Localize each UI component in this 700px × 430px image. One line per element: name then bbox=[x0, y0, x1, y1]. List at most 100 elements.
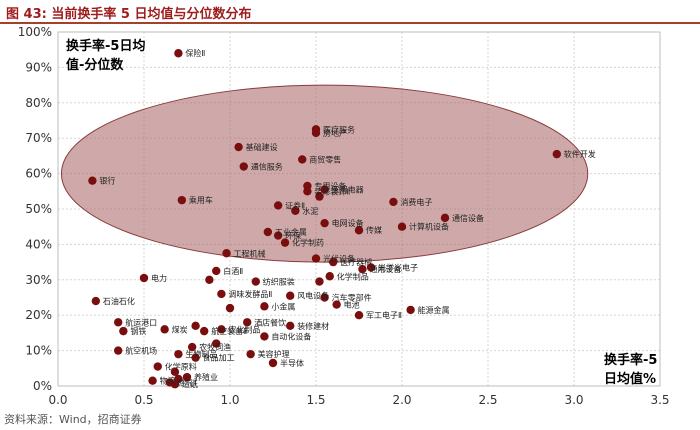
data-label: 化学制药 bbox=[292, 238, 324, 248]
data-point bbox=[358, 264, 367, 274]
data-point bbox=[191, 353, 200, 362]
data-point bbox=[303, 187, 312, 196]
data-label: 乘用车 bbox=[189, 195, 213, 205]
y-tick-label: 0% bbox=[33, 379, 52, 393]
data-label: 通信设备 bbox=[452, 213, 484, 223]
x-tick-label: 1.0 bbox=[220, 393, 239, 407]
data-label: 调味发酵品Ⅱ bbox=[228, 289, 272, 299]
data-label: 农牧饲渔 bbox=[199, 342, 231, 352]
data-point bbox=[205, 275, 214, 284]
data-label: 养殖业 bbox=[194, 372, 218, 382]
data-label: 环保 bbox=[285, 231, 301, 241]
y-tick-label: 60% bbox=[25, 167, 52, 181]
title-divider bbox=[0, 22, 700, 24]
data-point bbox=[170, 380, 180, 389]
data-label: 钢铁 bbox=[130, 326, 146, 336]
data-label: 装修装饰Ⅱ bbox=[314, 186, 350, 196]
chart-title: 图 43: 当前换手率 5 日均值与分位数分布 bbox=[6, 7, 252, 22]
y-tick-label: 50% bbox=[25, 202, 52, 216]
data-label: 证券Ⅱ bbox=[285, 200, 305, 210]
data-label: 工程机械 bbox=[234, 248, 266, 258]
data-point bbox=[298, 155, 307, 164]
data-point bbox=[273, 201, 283, 210]
data-point bbox=[222, 249, 231, 258]
data-label: 燃气Ⅱ bbox=[177, 377, 197, 387]
data-label: 造纸 bbox=[182, 379, 198, 389]
data-label: 传媒 bbox=[366, 225, 382, 235]
data-label: 化学制品 bbox=[337, 271, 369, 281]
data-label: 农化制品 bbox=[228, 324, 260, 334]
data-point bbox=[174, 349, 183, 359]
data-label: 军工电子Ⅱ bbox=[366, 310, 402, 320]
data-point bbox=[291, 206, 300, 215]
data-point bbox=[234, 142, 243, 152]
data-point bbox=[182, 372, 192, 382]
data-point bbox=[251, 277, 260, 286]
data-point bbox=[397, 222, 407, 231]
y-tick-label: 40% bbox=[25, 237, 52, 251]
data-label: 医疗器械 bbox=[340, 257, 372, 267]
data-point bbox=[325, 272, 334, 281]
data-point bbox=[139, 273, 149, 283]
data-label: 食品加工 bbox=[203, 353, 235, 363]
data-label: 酒店餐饮 bbox=[254, 317, 286, 327]
data-label: 风电设备 bbox=[297, 291, 329, 301]
data-point bbox=[191, 321, 200, 331]
data-label: 半导体 bbox=[280, 358, 304, 368]
data-label: 消费电子 bbox=[400, 197, 432, 207]
data-label: 纺织服装 bbox=[263, 277, 295, 287]
data-point bbox=[315, 192, 324, 201]
data-point bbox=[286, 321, 295, 331]
x-tick-label: 1.5 bbox=[306, 393, 325, 407]
data-label: 美容护理 bbox=[258, 349, 290, 359]
data-point bbox=[389, 197, 398, 207]
data-label: 白酒Ⅱ bbox=[223, 266, 243, 276]
x-axis-title: 日均值% bbox=[604, 371, 656, 387]
data-point bbox=[243, 318, 252, 327]
data-point bbox=[114, 346, 123, 355]
data-label: 保险Ⅱ bbox=[185, 48, 205, 58]
data-label: 生物制品 bbox=[185, 349, 217, 359]
data-point bbox=[552, 149, 561, 159]
data-label: 电网设备 bbox=[332, 218, 364, 228]
data-point bbox=[332, 300, 341, 309]
x-tick-label: 0.0 bbox=[48, 393, 67, 407]
source-note: 资料来源：Wind，招商证券 bbox=[4, 413, 142, 426]
y-axis-title: 换手率-5日均 bbox=[66, 38, 145, 54]
data-label: 物流 bbox=[160, 376, 176, 386]
data-point bbox=[91, 296, 101, 306]
data-point bbox=[148, 376, 157, 385]
data-point bbox=[239, 162, 248, 171]
data-point bbox=[177, 195, 187, 205]
data-point bbox=[187, 342, 197, 352]
axis-ticks: 0% 10% 20% 30% 40% 50% 60% 70% 80% 90% 100% 0.0 0.5 1… bbox=[18, 25, 670, 407]
data-point bbox=[246, 349, 255, 359]
plot-border bbox=[57, 31, 661, 387]
data-point bbox=[329, 257, 338, 267]
data-point bbox=[260, 332, 269, 341]
data-point bbox=[406, 305, 415, 315]
data-label: 航空装备Ⅱ bbox=[211, 326, 247, 336]
data-point bbox=[212, 339, 221, 348]
x-tick-label: 3.5 bbox=[650, 393, 669, 407]
y-tick-label: 90% bbox=[25, 60, 52, 74]
data-label: 房地产 bbox=[323, 128, 347, 138]
data-label: 航空机场 bbox=[125, 346, 157, 356]
y-tick-label: 30% bbox=[25, 273, 52, 287]
y-tick-label: 10% bbox=[25, 344, 52, 358]
data-label: 汽车零部件 bbox=[332, 293, 372, 303]
data-point bbox=[263, 227, 273, 237]
scatter-chart: 0% 10% 20% 30% 40% 50% 60% 70% 80% 90% 100% 0.0 0.5 1… bbox=[18, 25, 670, 407]
x-tick-label: 3.0 bbox=[564, 393, 583, 407]
data-label: 化学原料 bbox=[165, 362, 197, 372]
x-tick-label: 0.5 bbox=[134, 393, 153, 407]
data-label: 基础建设 bbox=[246, 142, 278, 152]
data-point bbox=[170, 367, 180, 377]
data-point bbox=[311, 125, 321, 134]
data-label: 电池 bbox=[344, 300, 360, 310]
data-point bbox=[354, 226, 364, 235]
data-point bbox=[320, 218, 329, 228]
data-point bbox=[88, 176, 97, 185]
x-axis-title: 换手率-5 bbox=[604, 352, 657, 368]
